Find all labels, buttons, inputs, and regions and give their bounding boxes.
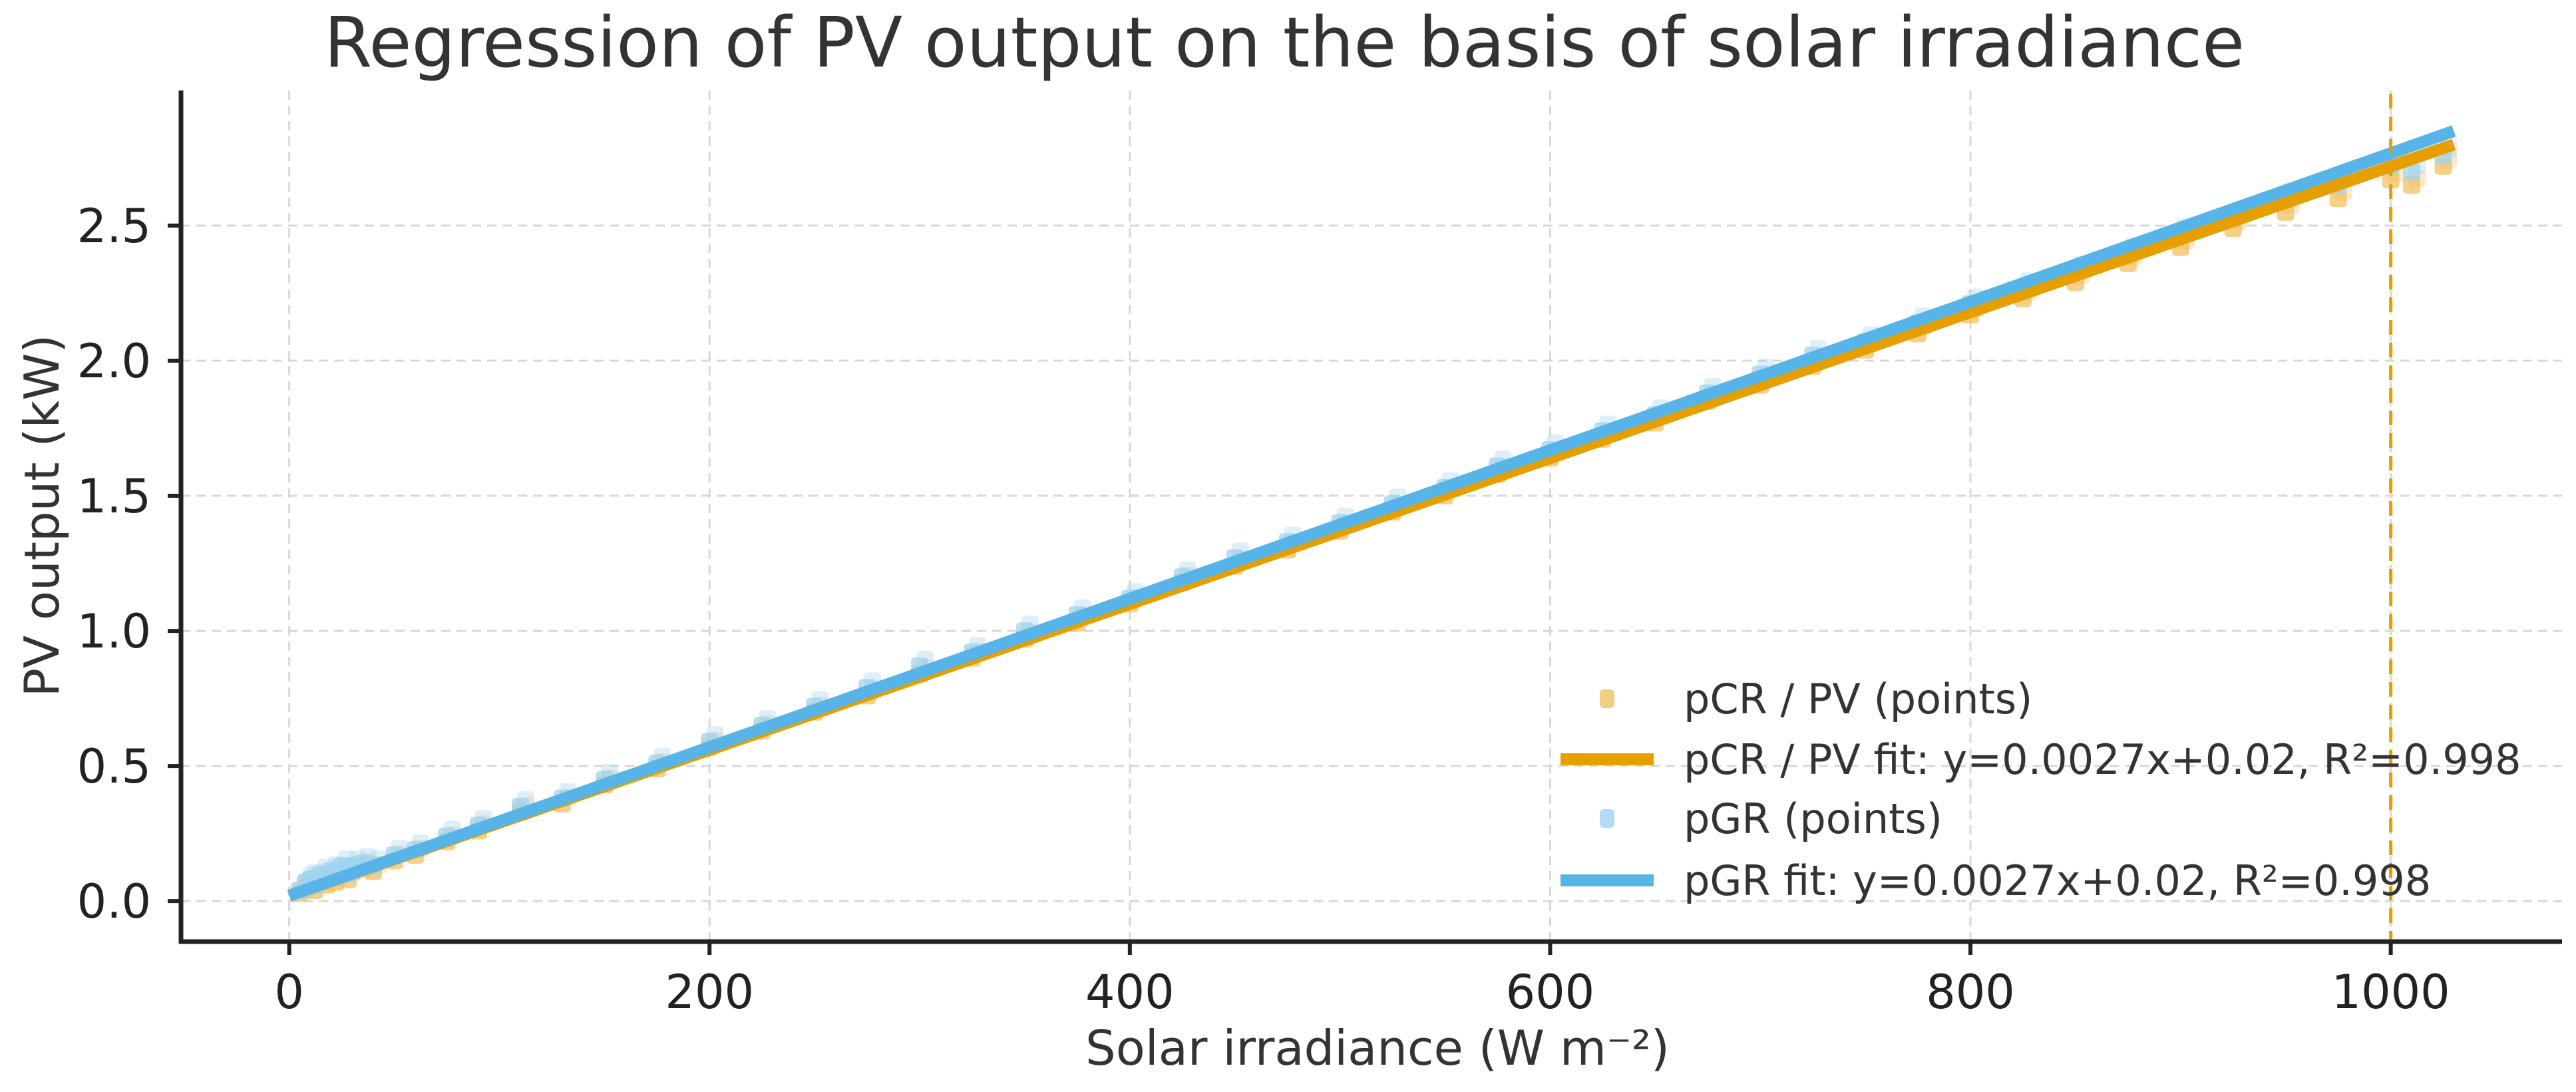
x-tick-label: 600 xyxy=(1506,965,1595,1019)
ticks: 0 200 400 600 800 1000 0.0 0.5 1.0 1.5 2.0 2.5 xyxy=(77,199,2450,1019)
y-tick-label: 2.5 xyxy=(77,199,151,254)
legend-label: pCR / PV (points) xyxy=(1684,675,2032,723)
y-axis-label: PV output (kW) xyxy=(14,335,70,697)
pcr-point xyxy=(2329,190,2347,208)
legend-label: pGR (points) xyxy=(1684,795,1942,843)
legend-item: pGR fit: y=0.0027x+0.02, R²=0.998 xyxy=(1561,856,2431,905)
y-tick-label: 0.0 xyxy=(77,874,151,929)
data-marks xyxy=(287,94,2458,942)
x-tick-label: 0 xyxy=(274,965,304,1019)
y-tick-label: 1.5 xyxy=(77,469,151,524)
x-tick-label: 400 xyxy=(1085,965,1175,1019)
pgr-point-halo xyxy=(517,791,535,809)
y-tick-label: 0.5 xyxy=(77,739,151,794)
x-axis-label: Solar irradiance (W m⁻²) xyxy=(1085,1020,1670,1076)
y-tick-label: 2.0 xyxy=(77,334,151,389)
chart-title: Regression of PV output on the basis of … xyxy=(324,2,2245,83)
legend: pCR / PV (points) pCR / PV fit: y=0.0027x… xyxy=(1561,675,2521,905)
pcr-point xyxy=(2382,170,2400,188)
y-tick-label: 1.0 xyxy=(77,604,151,659)
legend-marker xyxy=(1600,809,1614,828)
x-tick-label: 200 xyxy=(665,965,754,1019)
pgr-point xyxy=(2403,162,2421,180)
legend-marker xyxy=(1600,689,1614,708)
x-tick-label: 1000 xyxy=(2332,965,2450,1019)
pcr-point xyxy=(2403,176,2421,194)
legend-item: pCR / PV fit: y=0.0027x+0.02, R²=0.998 xyxy=(1561,735,2521,784)
legend-label: pGR fit: y=0.0027x+0.02, R²=0.998 xyxy=(1684,856,2431,905)
x-tick-label: 800 xyxy=(1926,965,2015,1019)
legend-item: pGR (points) xyxy=(1600,795,1942,843)
pgr-fit-line xyxy=(287,125,2456,902)
legend-item: pCR / PV (points) xyxy=(1600,675,2032,723)
legend-label: pCR / PV fit: y=0.0027x+0.02, R²=0.998 xyxy=(1684,735,2521,784)
